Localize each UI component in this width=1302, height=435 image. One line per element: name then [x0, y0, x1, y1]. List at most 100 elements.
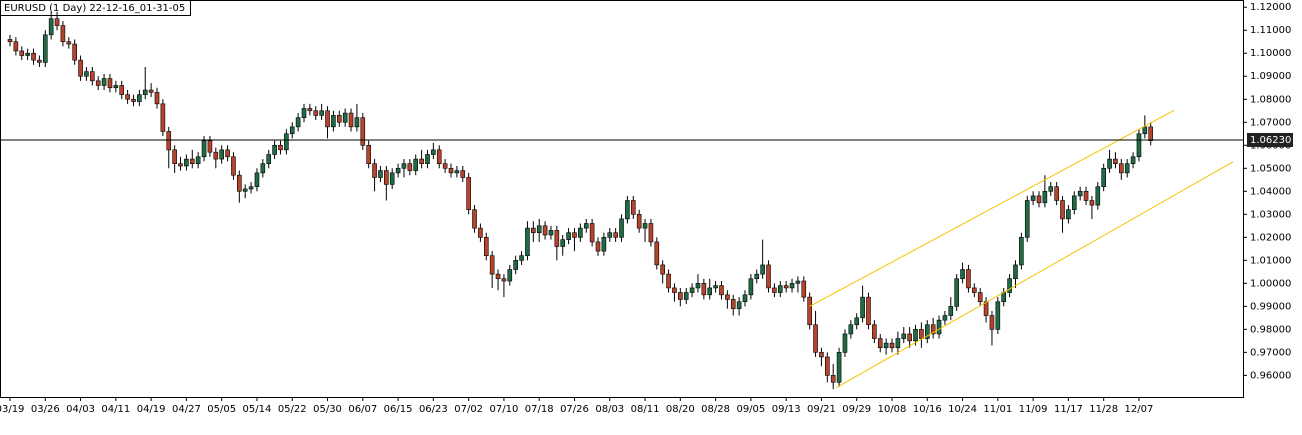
candle-body [178, 163, 183, 167]
candle-body [578, 227, 583, 238]
candle-body [148, 89, 154, 93]
candle-body [60, 25, 66, 43]
candle-body [654, 241, 660, 266]
candle-body [1148, 126, 1154, 141]
candle-body [242, 188, 248, 192]
candle-body [219, 149, 224, 160]
candle-body [266, 154, 272, 164]
candle-body [66, 41, 72, 45]
candle-body [801, 280, 807, 298]
candle-body [966, 269, 971, 289]
candle-body [930, 324, 936, 335]
candle-body [660, 264, 665, 275]
title-box [0, 0, 191, 16]
candle-body [448, 167, 454, 174]
candle-body [78, 59, 83, 77]
candle-body [419, 158, 424, 164]
candle-body [1019, 237, 1024, 266]
x-tick-label: 05/30 [313, 404, 342, 415]
chart-title: EURUSD (1 Day) 22-12-16_01-31-05 [4, 3, 185, 14]
y-tick-label: 1.11000 [1250, 25, 1291, 36]
x-tick-label: 12/07 [1125, 404, 1154, 415]
candle-body [1024, 200, 1030, 238]
x-tick-label: 09/13 [772, 404, 801, 415]
candle-body [7, 39, 13, 43]
candle-body [795, 280, 801, 284]
candle-body [142, 89, 148, 95]
candle-body [648, 223, 654, 243]
candle-body [284, 133, 289, 151]
x-tick-label: 07/18 [525, 404, 554, 415]
y-tick-label: 1.03000 [1250, 209, 1291, 220]
x-tick-label: 08/20 [666, 404, 695, 415]
x-tick-label: 04/11 [101, 404, 130, 415]
x-tick-label: 10/24 [948, 404, 977, 415]
candle-body [278, 144, 283, 151]
candle-body [1077, 190, 1083, 197]
x-tick-label: 04/27 [172, 404, 201, 415]
candle-body [372, 163, 377, 178]
y-tick-label: 1.07000 [1250, 117, 1291, 128]
candle-body [131, 98, 136, 102]
candle-body [830, 375, 836, 383]
candle-body [607, 232, 613, 238]
candle-body [666, 273, 671, 289]
y-tick-label: 1.10000 [1250, 48, 1291, 59]
candle-body [342, 112, 348, 123]
x-tick-label: 10/16 [913, 404, 942, 415]
candle-body [72, 43, 77, 61]
y-tick-label: 1.09000 [1250, 71, 1291, 82]
candle-body [701, 283, 707, 296]
x-tick-label: 08/28 [701, 404, 730, 415]
candle-body [195, 156, 201, 164]
candle-body [1136, 133, 1142, 158]
candle-body [478, 227, 483, 238]
candle-body [1124, 163, 1130, 174]
x-tick-label: 06/15 [384, 404, 413, 415]
candle-body [813, 324, 818, 353]
candle-body [378, 170, 383, 178]
x-tick-label: 03/26 [31, 404, 60, 415]
y-tick-label: 0.96000 [1250, 370, 1291, 381]
candle-body [1060, 200, 1065, 220]
candle-body [960, 269, 965, 280]
candle-body [237, 174, 242, 192]
candle-body [748, 278, 754, 296]
x-tick-label: 07/26 [560, 404, 589, 415]
candle-body [1119, 163, 1124, 174]
candle-body [807, 296, 812, 326]
candle-body [513, 260, 518, 270]
candle-body [695, 283, 701, 289]
candle-body [525, 227, 530, 257]
candle-body [736, 301, 742, 309]
candle-body [566, 232, 571, 240]
candle-body [531, 227, 536, 234]
candle-body [883, 342, 889, 349]
candle-body [972, 287, 977, 293]
y-tick-label: 1.08000 [1250, 94, 1291, 105]
candle-body [613, 232, 618, 238]
candle-body [872, 324, 877, 339]
candle-body [536, 225, 542, 234]
candle-body [924, 324, 930, 339]
candle-body [401, 163, 407, 169]
price-label: 1.06230 [1250, 135, 1291, 146]
candle-body [595, 241, 601, 252]
candle-body [777, 285, 783, 293]
candle-body [789, 283, 795, 289]
x-tick-label: 11/01 [983, 404, 1012, 415]
candle-body [225, 149, 230, 158]
x-tick-label: 10/08 [878, 404, 907, 415]
candle-body [948, 306, 954, 316]
candle-body [489, 255, 495, 275]
price-label-box [1247, 132, 1293, 147]
candle-body [1095, 186, 1101, 206]
candle-body [137, 94, 142, 102]
candle-body [431, 149, 436, 155]
candle-body [542, 225, 548, 236]
candle-body [619, 218, 624, 238]
plot-layer [7, 11, 1234, 390]
candle-body [1013, 264, 1018, 280]
candle-body [1142, 126, 1148, 135]
